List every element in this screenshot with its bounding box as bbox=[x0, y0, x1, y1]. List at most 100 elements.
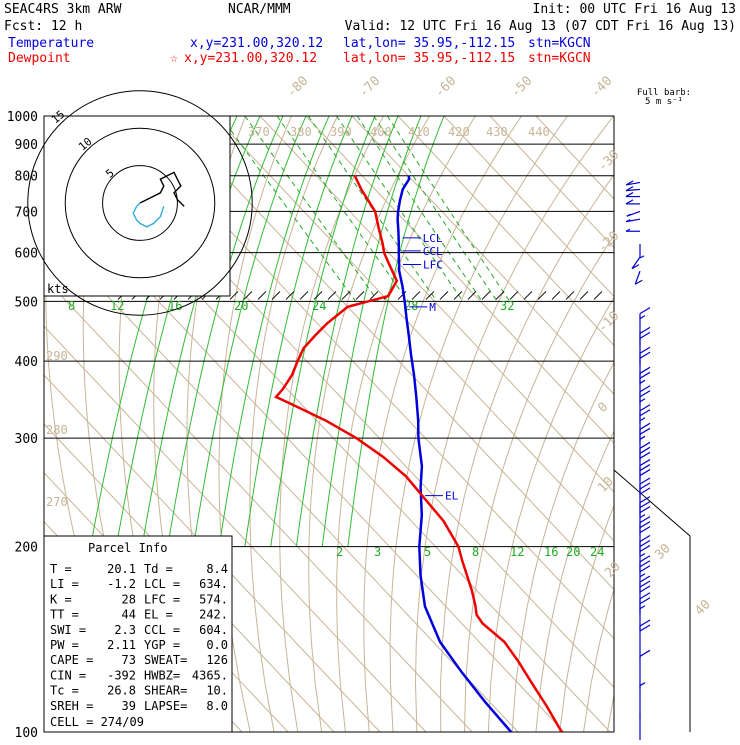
wind-barb-half bbox=[640, 399, 645, 402]
barb-key-line2: 5 m s⁻¹ bbox=[645, 97, 683, 107]
header-valid: Valid: 12 UTC Fri 16 Aug 13 (07 CDT Fri … bbox=[345, 19, 736, 34]
parcel-info-key: Tc = bbox=[50, 684, 79, 698]
wind-barb-full bbox=[640, 540, 650, 546]
parcel-info-value: 8.4 bbox=[206, 562, 228, 576]
pressure-tick-label: 100 bbox=[15, 726, 38, 740]
wind-barb-full bbox=[640, 308, 650, 314]
parcel-info-key: K = bbox=[50, 592, 72, 606]
parcel-info-value: 26.8 bbox=[107, 684, 136, 698]
wind-barb-full bbox=[640, 470, 650, 476]
wind-barb-full bbox=[640, 566, 650, 572]
moist-adiabat-line bbox=[348, 116, 444, 547]
mixing-ratio-label: 20 bbox=[234, 299, 248, 313]
dew-legend-stn: stn=KGCN bbox=[528, 51, 591, 66]
lower-mixing-label: 8 bbox=[472, 545, 479, 559]
wind-barb-full bbox=[640, 478, 650, 484]
dry-adiabat-line bbox=[607, 116, 740, 732]
moist-adiabat-line bbox=[271, 116, 375, 547]
dew-legend-marker: ☆ bbox=[170, 51, 178, 66]
mixing-ratio-label: 24 bbox=[312, 299, 326, 313]
isotherm-label: -70 bbox=[356, 74, 383, 101]
wind-barb-full bbox=[640, 367, 650, 373]
wind-barb-full bbox=[640, 620, 650, 626]
dew-legend-latlon: lat,lon= 35.95,-112.15 bbox=[343, 51, 515, 66]
isotherm-label: -50 bbox=[508, 74, 535, 101]
lower-mixing-label: 24 bbox=[590, 545, 604, 559]
wind-barb-half bbox=[640, 436, 645, 439]
isotherm-line bbox=[444, 116, 740, 732]
moist-adiabat-line bbox=[245, 116, 352, 547]
wind-barb-full bbox=[640, 517, 650, 523]
dry-adiabat-line bbox=[584, 116, 740, 732]
wind-barb-full bbox=[640, 452, 650, 458]
theta-label: 410 bbox=[408, 125, 430, 139]
pressure-tick-label: 400 bbox=[15, 355, 38, 370]
parcel-info-key: EL = bbox=[144, 608, 173, 622]
header-init: Init: 00 UTC Fri 16 Aug 13 bbox=[533, 2, 737, 17]
mixing-ratio-label: 8 bbox=[68, 299, 75, 313]
wind-barb-full bbox=[640, 650, 650, 656]
inversion-hatch bbox=[552, 291, 560, 299]
pressure-tick-label: 600 bbox=[15, 247, 38, 262]
parcel-info-value: 4365. bbox=[192, 668, 228, 682]
isotherm-label: 40 bbox=[692, 597, 714, 619]
parcel-info-key: LAPSE= bbox=[144, 699, 187, 713]
parcel-info-key: SHEAR= bbox=[144, 684, 187, 698]
parcel-info-value: -1.2 bbox=[107, 577, 136, 591]
parcel-info-key: PW = bbox=[50, 638, 79, 652]
inversion-hatch bbox=[524, 291, 532, 299]
hodograph-unit-label: kts bbox=[47, 282, 69, 296]
theta-label: 440 bbox=[528, 125, 550, 139]
parcel-info-value: 28 bbox=[122, 592, 136, 606]
parcel-info-value: 20.1 bbox=[107, 562, 136, 576]
pressure-tick-label: 1000 bbox=[7, 110, 38, 125]
wind-barb-full bbox=[640, 586, 650, 592]
parcel-info-value: 604. bbox=[199, 623, 228, 637]
inversion-hatch bbox=[440, 291, 448, 299]
parcel-level-label: M bbox=[429, 301, 436, 314]
moist-adiabat-line bbox=[296, 116, 398, 547]
parcel-info-key: LFC = bbox=[144, 592, 180, 606]
mixing-ratio-label: 32 bbox=[500, 299, 514, 313]
inversion-hatch bbox=[328, 291, 336, 299]
parcel-info-key: Td = bbox=[144, 562, 173, 576]
isotherm-line bbox=[536, 116, 740, 732]
pressure-tick-label: 900 bbox=[15, 138, 38, 153]
lower-mixing-label: 12 bbox=[510, 545, 524, 559]
parcel-info-value: 2.3 bbox=[114, 623, 136, 637]
isotherm-label: 0 bbox=[595, 400, 611, 416]
wind-barb-full bbox=[640, 545, 650, 551]
wind-barb-full bbox=[640, 488, 650, 494]
inversion-hatch bbox=[482, 291, 490, 299]
dry-adiabat-line bbox=[679, 116, 740, 732]
parcel-info-value: -392 bbox=[107, 668, 136, 682]
isotherm-label: -80 bbox=[284, 74, 311, 101]
pressure-tick-label: 800 bbox=[15, 170, 38, 185]
parcel-info-value: 0.0 bbox=[206, 638, 228, 652]
theta-label: 390 bbox=[330, 125, 352, 139]
header-fcst: Fcst: 12 h bbox=[4, 19, 82, 34]
theta-label: 430 bbox=[486, 125, 508, 139]
parcel-info-value: 44 bbox=[122, 608, 136, 622]
wind-barb-full bbox=[640, 391, 650, 397]
wind-barb-full bbox=[640, 527, 650, 533]
wind-barb-full bbox=[640, 405, 650, 411]
wind-barb-full bbox=[640, 442, 650, 448]
parcel-info-value: 39 bbox=[122, 699, 136, 713]
parcel-info-key: LCL = bbox=[144, 577, 180, 591]
parcel-info-key: SWEAT= bbox=[144, 653, 187, 667]
isotherm-label: -60 bbox=[432, 74, 459, 101]
parcel-info-key: CCL = bbox=[144, 623, 180, 637]
wind-barb-full bbox=[640, 428, 650, 434]
wind-barb-full bbox=[640, 347, 650, 353]
wind-barb-full bbox=[640, 327, 650, 333]
parcel-info-key: T = bbox=[50, 562, 72, 576]
wind-barb-half bbox=[640, 515, 645, 518]
temp-legend-label: Temperature bbox=[8, 36, 94, 51]
lower-mixing-label: 16 bbox=[544, 545, 558, 559]
parcel-info-value: 8.0 bbox=[206, 699, 228, 713]
pressure-tick-label: 200 bbox=[15, 541, 38, 556]
wind-barb-full bbox=[640, 483, 650, 489]
lower-mixing-label: 2 bbox=[336, 545, 343, 559]
